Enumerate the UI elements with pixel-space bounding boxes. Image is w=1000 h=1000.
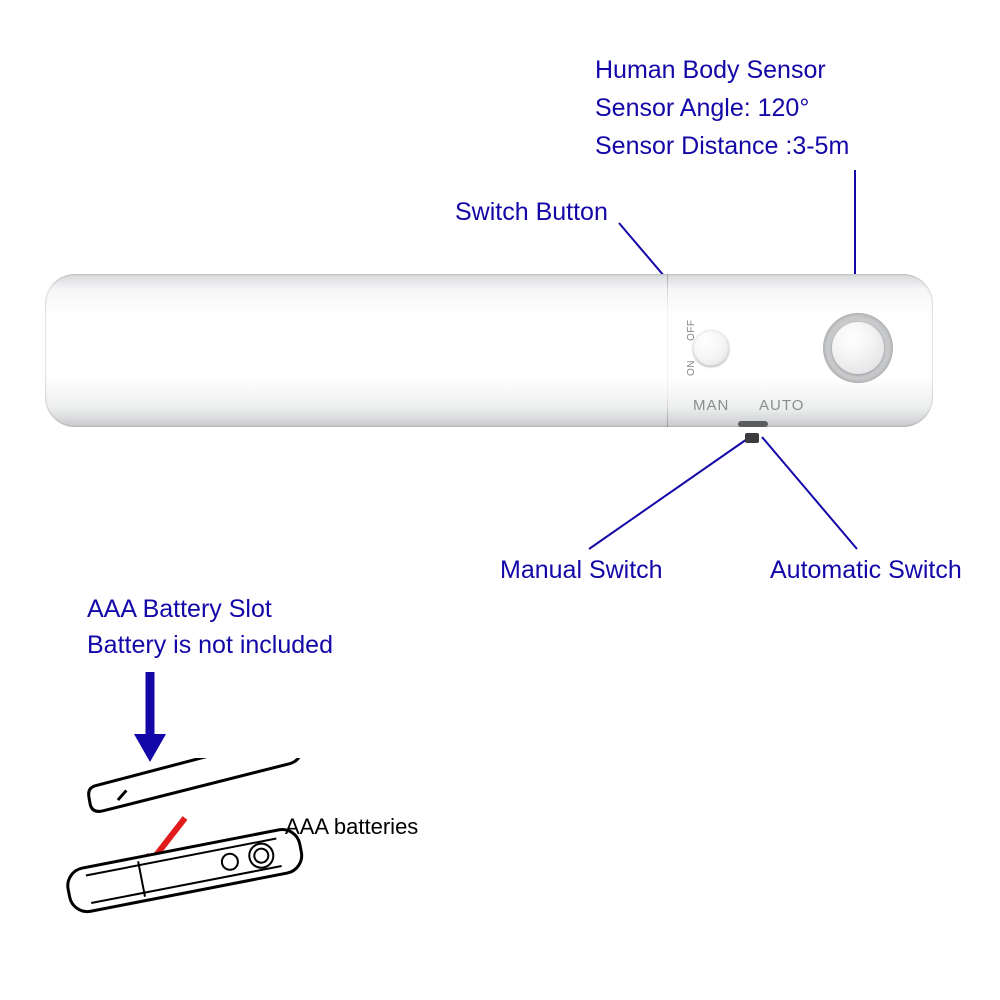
battery-compartment-illustration [55, 758, 315, 948]
aaa-batteries-label: AAA batteries [285, 814, 418, 840]
